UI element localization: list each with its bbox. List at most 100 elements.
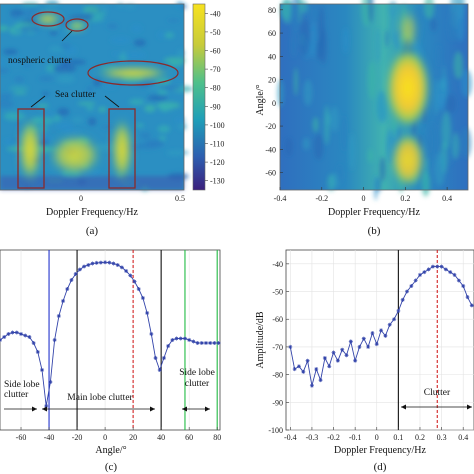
texture-cell — [430, 17, 437, 32]
y-tick-label: -90 — [272, 398, 283, 407]
texture-cell — [453, 51, 464, 80]
side-lobe-left-label: clutter — [4, 390, 29, 400]
series-c — [0, 260, 221, 408]
data-point — [452, 272, 457, 277]
texture-cell — [155, 77, 171, 85]
texture-cell — [157, 125, 171, 133]
data-point — [318, 378, 323, 383]
texture-cell — [448, 140, 453, 166]
x-axis-label-d: Doppler Frequency/Hz — [334, 445, 426, 456]
texture-cell — [313, 133, 324, 160]
data-point — [435, 264, 440, 269]
texture-cell — [379, 156, 386, 182]
data-point — [448, 270, 453, 275]
texture-cell — [14, 76, 25, 83]
y-tick-label: -20 — [265, 122, 276, 131]
texture-cell — [158, 103, 174, 111]
colorbar-tick-label: -100 — [210, 121, 225, 130]
texture-cell — [133, 39, 146, 47]
texture-cell — [281, 0, 293, 24]
data-point — [409, 284, 414, 288]
texture-cell — [3, 111, 25, 121]
texture-cell — [23, 62, 32, 68]
texture-cell — [86, 85, 93, 93]
texture-cell — [423, 157, 429, 193]
texture-cell — [135, 123, 144, 128]
data-point — [136, 287, 141, 291]
clutter-highlight-ellipse — [65, 18, 89, 32]
texture-cell — [375, 27, 381, 64]
panel-d: -0.4 -0.3 -0.2 -0.1 0 0.1 0.2 0.3 0.4 -40 -50 -60 -7… — [268, 249, 474, 442]
texture-cell — [159, 84, 181, 91]
x-tick-label: 0 — [362, 194, 366, 203]
data-point — [331, 350, 336, 355]
data-point — [430, 264, 435, 269]
data-point — [115, 263, 120, 267]
data-point — [73, 272, 78, 276]
texture-cell — [46, 111, 53, 117]
colorbar-tick-label: -120 — [210, 158, 225, 167]
texture-cell — [86, 106, 95, 111]
data-point — [335, 358, 340, 363]
data-point — [400, 297, 405, 302]
data-point — [153, 356, 158, 360]
data-point — [187, 338, 192, 342]
texture-cell — [434, 152, 446, 186]
y-tick-label: -50 — [272, 288, 283, 297]
texture-cell — [53, 115, 61, 122]
data-point — [65, 287, 70, 291]
data-point — [77, 267, 82, 272]
data-point — [422, 270, 427, 275]
ionospheric-clutter-ellipse — [87, 60, 179, 86]
data-point — [405, 289, 410, 294]
data-point — [344, 353, 349, 358]
data-point — [94, 260, 99, 265]
texture-cell — [124, 4, 136, 9]
texture-cell — [439, 78, 447, 91]
data-point — [301, 369, 306, 374]
y-tick-label: -70 — [272, 343, 283, 352]
x-tick-label: 0.4 — [442, 194, 452, 203]
data-point — [296, 364, 301, 369]
texture-cell — [427, 125, 432, 156]
x-axis-label-a: Doppler Frequency/Hz — [46, 207, 138, 218]
texture-cell — [38, 76, 54, 82]
texture-cell — [390, 6, 395, 42]
colorbar-tick-label: -130 — [210, 177, 225, 186]
data-point — [145, 311, 150, 315]
data-point — [426, 267, 431, 272]
data-point — [417, 272, 422, 277]
data-point — [456, 278, 461, 283]
texture-cell — [342, 27, 350, 54]
data-point — [161, 356, 166, 360]
texture-cell — [323, 105, 330, 145]
x-tick-label: 20 — [129, 433, 137, 442]
x-tick-label: -60 — [16, 433, 27, 442]
colorbar-tick-label: -50 — [210, 28, 221, 37]
texture-cell — [330, 106, 339, 132]
texture-cell — [341, 115, 347, 152]
annotation-arrows-c — [4, 406, 210, 412]
texture-cell — [144, 104, 156, 113]
texture-cell — [368, 61, 376, 100]
caption-d: (d) — [374, 461, 387, 473]
texture-cell — [65, 59, 87, 65]
data-point — [322, 356, 327, 360]
x-tick-label: 0.1 — [393, 433, 403, 442]
data-point — [19, 332, 24, 336]
data-point — [111, 261, 116, 266]
clutter-highlight-ellipse — [31, 11, 65, 27]
annotation-arrow — [61, 30, 73, 42]
texture-cell — [0, 99, 15, 108]
data-point — [82, 264, 87, 269]
texture-cell — [452, 132, 460, 160]
texture-cell — [293, 67, 298, 97]
clutter-label: Clutter — [424, 388, 451, 398]
heatmap-a-features — [18, 14, 173, 184]
data-point — [56, 314, 61, 318]
sea-clutter-label: Sea clutter — [55, 90, 96, 100]
colorbar-tick-label: -40 — [210, 9, 221, 18]
x-tick-label: -0.1 — [349, 433, 362, 442]
y-tick-label: 0 — [272, 99, 276, 108]
data-point — [107, 260, 112, 265]
